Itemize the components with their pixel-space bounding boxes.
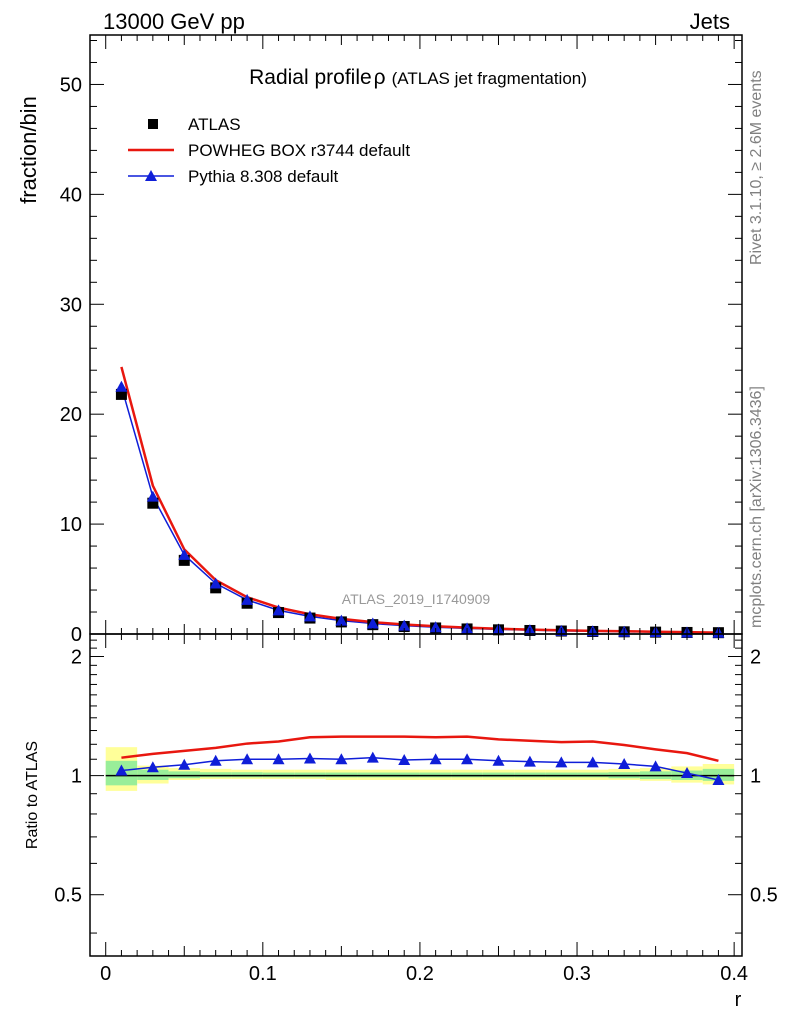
pythia-point	[209, 577, 222, 589]
ratio-xtick-label: 0.1	[249, 963, 277, 985]
pythia-ratio-point	[209, 754, 222, 766]
rivet-label: Rivet 3.1.10, ≥ 2.6M events	[748, 70, 765, 265]
main-panel: ATLAS_2019_I1740909 0 10 20 30 40 50 fraction…	[16, 34, 743, 646]
mcplots-label: mcplots.cern.ch [arXiv:1306.3436]	[748, 386, 765, 628]
pythia-ratio-point	[712, 773, 725, 785]
legend-marker-pythia	[145, 170, 157, 181]
pythia-ratio-point	[681, 767, 694, 779]
ratio-ytick-label-left: 1	[71, 766, 82, 788]
main-ylabel: fraction/bin	[16, 96, 41, 204]
pythia-ratio-point	[272, 753, 285, 765]
pythia-ratio-point	[241, 753, 254, 765]
ratio-plot-area	[105, 735, 735, 791]
ratio-ytick-label-right: 2	[750, 647, 761, 669]
pythia-ratio-point	[398, 754, 411, 766]
legend-marker-atlas	[148, 119, 158, 129]
pythia-point	[178, 548, 191, 560]
pythia-point	[241, 593, 254, 605]
pythia-ratio-point	[115, 764, 128, 776]
pythia-point	[115, 380, 128, 392]
pythia-ratio-point	[492, 754, 505, 766]
ratio-ytick-label-right: 1	[750, 766, 761, 788]
legend-label-pythia: Pythia 8.308 default	[188, 167, 339, 186]
uncertainty-band-inner	[137, 769, 169, 780]
main-title: Radial profileρ (ATLAS jet fragmentation)	[249, 66, 587, 89]
pythia-ratio-point	[555, 756, 568, 768]
uncertainty-band-inner	[168, 771, 200, 779]
uncertainty-band-inner	[199, 772, 232, 778]
ratio-xtick-label: 0.4	[720, 963, 748, 985]
title-main: Radial profile	[249, 66, 372, 89]
powheg-ratio-line	[121, 735, 719, 763]
main-ytick-label: 0	[71, 624, 82, 646]
ratio-panel: 0.5 0.5 1 1 2 2 0 0.1 0.2 0.3 0.4 Ratio to ATLAS r	[24, 633, 778, 1011]
ratio-ytick-label-left: 2	[71, 647, 82, 669]
pythia-ratio-point	[649, 760, 662, 772]
main-ytick-label: 10	[60, 514, 82, 536]
main-ytick-label: 50	[60, 74, 82, 96]
ratio-xtick-label: 0	[100, 963, 111, 985]
pythia-ratio-point	[366, 751, 379, 763]
pythia-ratio-point	[618, 757, 631, 769]
atlas-point	[147, 497, 159, 509]
pythia-ratio-point	[523, 755, 536, 767]
ratio-frame	[89, 633, 743, 957]
ratio-ticks: 0.5 0.5 1 1 2 2 0 0.1 0.2 0.3 0.4	[54, 634, 778, 985]
ratio-xtick-label: 0.2	[406, 963, 434, 985]
main-ytick-label: 40	[60, 184, 82, 206]
ratio-xtick-label: 0.3	[563, 963, 591, 985]
ratio-ytick-label-right: 0.5	[750, 885, 778, 907]
main-ytick-label: 30	[60, 294, 82, 316]
pythia-ratio-point	[146, 761, 159, 773]
pythia-ratio-point	[429, 753, 442, 765]
pythia-ratio-point	[335, 753, 348, 765]
pythia-point	[335, 614, 348, 626]
pythia-point	[303, 610, 316, 622]
atlas-point	[115, 388, 127, 400]
main-watermark: ATLAS_2019_I1740909	[342, 591, 491, 607]
main-ytick-label: 20	[60, 404, 82, 426]
title-sub: (ATLAS jet fragmentation)	[392, 69, 587, 88]
pythia-point	[272, 604, 285, 616]
pythia-ratio-point	[303, 752, 316, 764]
legend-label-powheg: POWHEG BOX r3744 default	[188, 141, 410, 160]
uncertainty-band-inner	[231, 772, 263, 778]
pythia-ratio-line	[121, 756, 719, 781]
pythia-ratio-point	[461, 753, 474, 765]
ratio-ylabel: Ratio to ATLAS	[24, 741, 41, 849]
title-rho: ρ	[374, 66, 386, 89]
main-ticks: 0 10 20 30 40 50	[60, 35, 742, 646]
pythia-point	[429, 621, 442, 633]
pythia-ratio-point	[178, 758, 191, 770]
atlas-point	[178, 554, 190, 566]
ratio-xlabel: r	[735, 989, 742, 1011]
pythia-point	[146, 490, 159, 502]
pythia-point	[461, 622, 474, 634]
process-label: Jets	[690, 9, 730, 34]
legend: ATLAS POWHEG BOX r3744 default Pythia 8.…	[128, 115, 410, 186]
pythia-ratio-point	[586, 756, 599, 768]
pythia-point	[366, 617, 379, 629]
legend-label-atlas: ATLAS	[188, 115, 241, 134]
pythia-point	[398, 619, 411, 631]
ratio-ytick-label-left: 0.5	[54, 885, 82, 907]
collision-label: 13000 GeV pp	[103, 9, 245, 34]
